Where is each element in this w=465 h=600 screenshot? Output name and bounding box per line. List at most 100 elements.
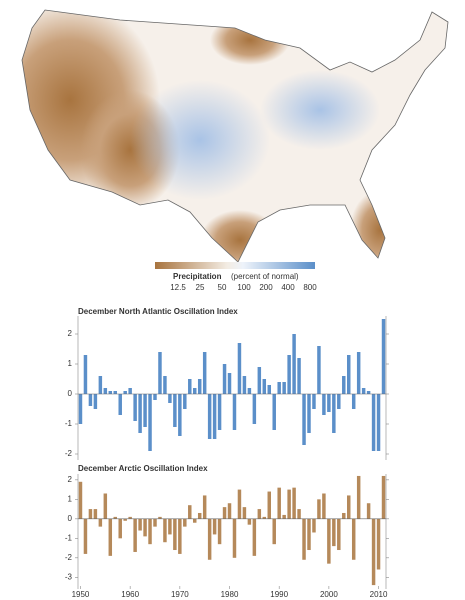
bar [193, 388, 197, 394]
x-tick-label: 1950 [72, 590, 90, 599]
bar [78, 481, 83, 519]
bar [143, 518, 147, 537]
bar [108, 518, 113, 556]
bar [202, 495, 207, 519]
y-tick-label: 0 [68, 389, 73, 398]
bar [262, 379, 267, 394]
bar [93, 509, 98, 519]
bar [148, 518, 152, 545]
chart-title: December North Atlantic Oscillation Inde… [78, 307, 238, 316]
bar [366, 503, 371, 519]
bar [78, 394, 83, 424]
bar [327, 518, 331, 564]
y-tick-label: -1 [65, 533, 73, 542]
bar [297, 358, 301, 394]
x-tick-label: 1990 [270, 590, 288, 599]
bar [297, 509, 301, 519]
bar [183, 394, 187, 409]
bar [173, 394, 177, 427]
bar [302, 394, 306, 445]
bar [118, 394, 122, 415]
bar [197, 379, 202, 394]
bar [128, 516, 132, 519]
bar [282, 514, 286, 519]
bar [222, 507, 227, 519]
y-tick-label: 1 [68, 494, 73, 503]
bar [212, 518, 217, 535]
bar [307, 518, 311, 551]
bar [108, 391, 113, 394]
bar [327, 394, 331, 412]
bar [267, 491, 271, 519]
bar [292, 487, 296, 519]
bar [178, 394, 182, 436]
bar [351, 518, 356, 560]
bar [88, 509, 93, 519]
bar [277, 382, 281, 394]
bar [342, 512, 346, 519]
y-tick-label: 0 [68, 514, 73, 523]
bar [302, 518, 306, 560]
bar [376, 394, 381, 451]
legend-label: 50 [218, 283, 227, 292]
bar [376, 518, 381, 570]
y-tick-label: 1 [68, 359, 73, 368]
bar [217, 518, 222, 545]
y-tick-label: -2 [65, 553, 73, 562]
bar [292, 334, 296, 394]
bar [118, 518, 122, 539]
bar [93, 394, 98, 409]
bar [356, 352, 361, 394]
bar [138, 518, 142, 531]
x-tick-label: 1980 [221, 590, 239, 599]
bar [381, 475, 386, 519]
legend-label: 100 [237, 283, 251, 292]
bar [322, 394, 326, 415]
bar [312, 394, 316, 409]
bar [193, 518, 197, 523]
x-tick-label: 1970 [171, 590, 189, 599]
bar [272, 394, 276, 430]
bar [138, 394, 142, 433]
bar [163, 376, 167, 394]
bar [237, 489, 242, 519]
bar [153, 518, 157, 527]
bar [207, 518, 212, 560]
bar [227, 373, 232, 394]
bar [123, 518, 127, 521]
bar [287, 355, 291, 394]
bar [173, 518, 177, 551]
bar [366, 391, 371, 394]
bar [183, 518, 187, 527]
bar [371, 394, 376, 451]
bar [242, 376, 247, 394]
y-tick-label: -2 [65, 449, 73, 458]
y-tick-label: -1 [65, 419, 73, 428]
bar [103, 493, 108, 519]
bar [148, 394, 152, 451]
x-tick-label: 2010 [370, 590, 388, 599]
bar [277, 487, 281, 519]
bar [217, 394, 222, 430]
bar [98, 518, 103, 527]
y-tick-label: 2 [68, 475, 73, 484]
legend-label: 12.5 [170, 283, 186, 292]
bar [163, 518, 167, 543]
bar [113, 391, 117, 394]
bar [83, 355, 88, 394]
bar [207, 394, 212, 439]
x-tick-label: 2000 [320, 590, 338, 599]
chart-title: December Arctic Oscillation Index [78, 464, 208, 473]
bar [98, 376, 103, 394]
bar [317, 346, 321, 394]
legend-label: 400 [281, 283, 295, 292]
bar [83, 518, 88, 554]
bar [227, 503, 232, 519]
bar [307, 394, 311, 433]
bar [317, 499, 321, 519]
x-tick-label: 1960 [121, 590, 139, 599]
bar [133, 518, 137, 552]
bar [252, 394, 257, 424]
bar [113, 516, 117, 519]
